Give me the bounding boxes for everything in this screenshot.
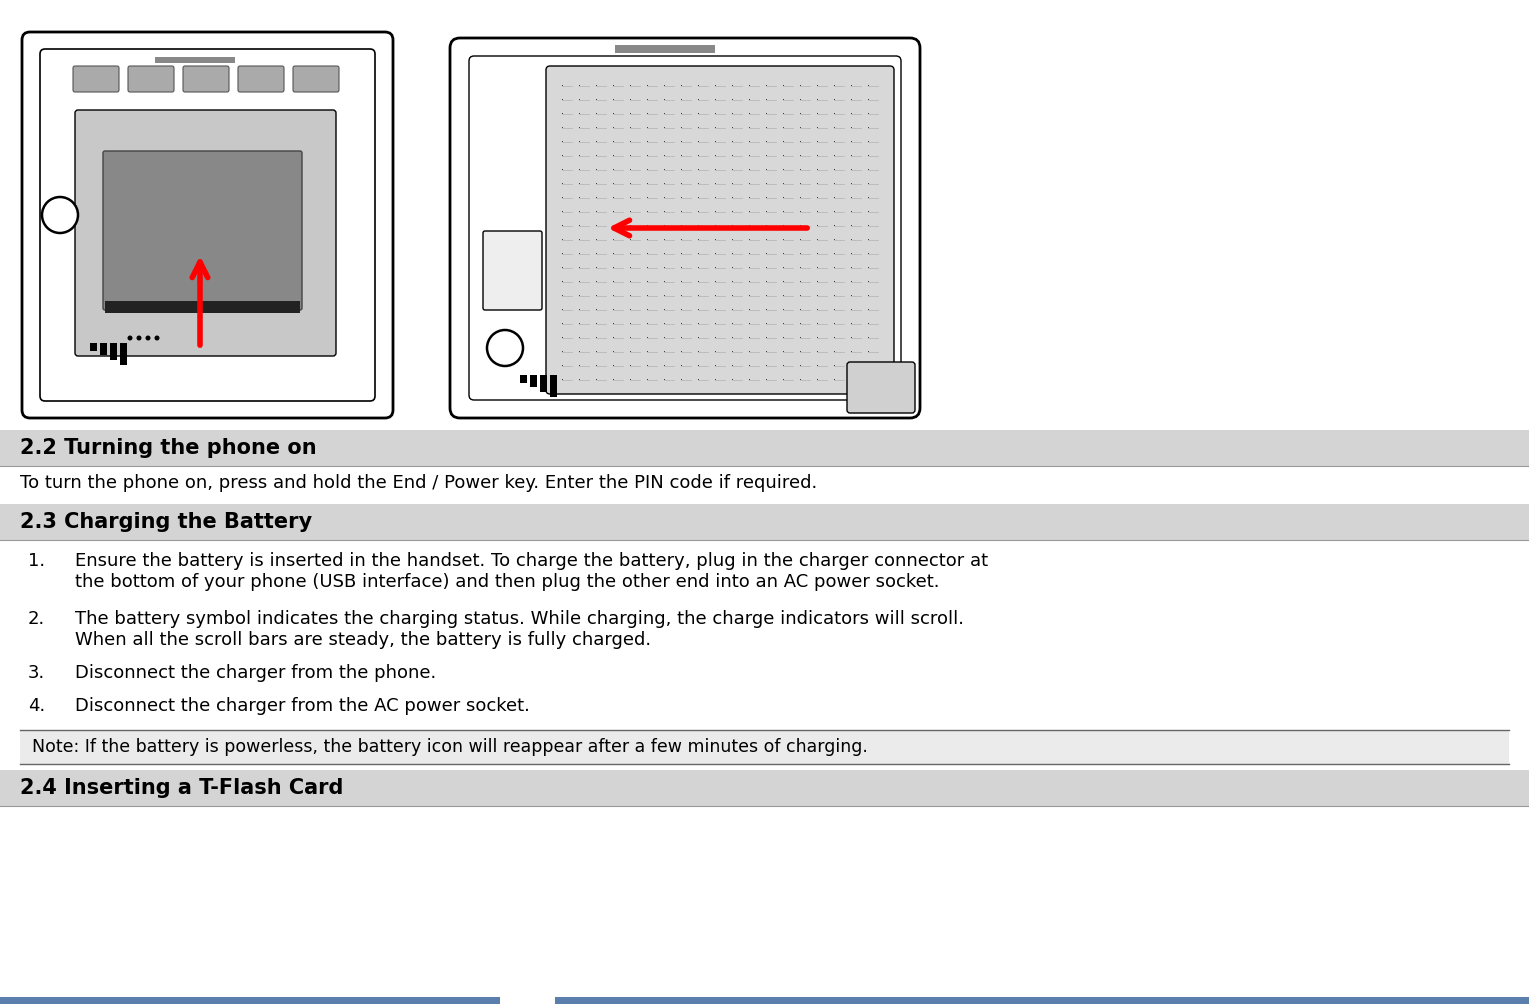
Text: Disconnect the charger from the phone.: Disconnect the charger from the phone.	[75, 664, 436, 682]
Bar	[0, 770, 1529, 806]
Bar	[110, 343, 118, 360]
Bar	[0, 504, 1529, 540]
Text: 1.: 1.	[28, 552, 46, 570]
Text: Disconnect the charger from the AC power socket.: Disconnect the charger from the AC power…	[75, 697, 531, 715]
FancyBboxPatch shape	[128, 66, 174, 92]
Circle shape	[41, 197, 78, 233]
FancyBboxPatch shape	[75, 110, 336, 356]
Bar	[520, 375, 528, 383]
FancyBboxPatch shape	[102, 151, 303, 310]
FancyBboxPatch shape	[21, 32, 393, 418]
FancyBboxPatch shape	[40, 49, 375, 401]
FancyBboxPatch shape	[483, 231, 541, 310]
Bar	[540, 375, 547, 392]
Bar	[99, 343, 107, 355]
Text: Note: If the battery is powerless, the battery icon will reappear after a few mi: Note: If the battery is powerless, the b…	[32, 738, 868, 756]
Bar	[90, 343, 96, 351]
Bar	[154, 57, 235, 62]
Text: To turn the phone on, press and hold the End / Power key. Enter the PIN code if : To turn the phone on, press and hold the…	[20, 474, 816, 492]
Bar	[106, 301, 300, 313]
Bar	[20, 730, 1509, 764]
FancyBboxPatch shape	[294, 66, 339, 92]
Text: the bottom of your phone (USB interface) and then plug the other end into an AC : the bottom of your phone (USB interface)…	[75, 573, 939, 591]
FancyBboxPatch shape	[239, 66, 284, 92]
Bar	[555, 997, 1529, 1004]
FancyBboxPatch shape	[73, 66, 119, 92]
Bar	[119, 343, 127, 365]
Bar	[550, 375, 557, 397]
Circle shape	[154, 336, 159, 341]
Text: 2.3 Charging the Battery: 2.3 Charging the Battery	[20, 512, 312, 532]
FancyBboxPatch shape	[469, 56, 901, 400]
Text: 2.: 2.	[28, 610, 46, 628]
Circle shape	[488, 330, 523, 366]
Bar	[615, 45, 716, 53]
Text: 3.: 3.	[28, 664, 46, 682]
Text: Ensure the battery is inserted in the handset. To charge the battery, plug in th: Ensure the battery is inserted in the ha…	[75, 552, 988, 570]
FancyBboxPatch shape	[450, 38, 920, 418]
Text: 4.: 4.	[28, 697, 46, 715]
Text: 2.2 Turning the phone on: 2.2 Turning the phone on	[20, 438, 317, 458]
Bar	[0, 997, 500, 1004]
FancyBboxPatch shape	[183, 66, 229, 92]
Circle shape	[127, 336, 133, 341]
FancyBboxPatch shape	[847, 362, 914, 413]
Text: When all the scroll bars are steady, the battery is fully charged.: When all the scroll bars are steady, the…	[75, 631, 651, 649]
Circle shape	[145, 336, 150, 341]
FancyBboxPatch shape	[546, 66, 894, 394]
Bar	[0, 430, 1529, 466]
Bar	[531, 375, 537, 387]
Text: The battery symbol indicates the charging status. While charging, the charge ind: The battery symbol indicates the chargin…	[75, 610, 963, 628]
Text: 2.4 Inserting a T-Flash Card: 2.4 Inserting a T-Flash Card	[20, 778, 344, 798]
Circle shape	[136, 336, 142, 341]
